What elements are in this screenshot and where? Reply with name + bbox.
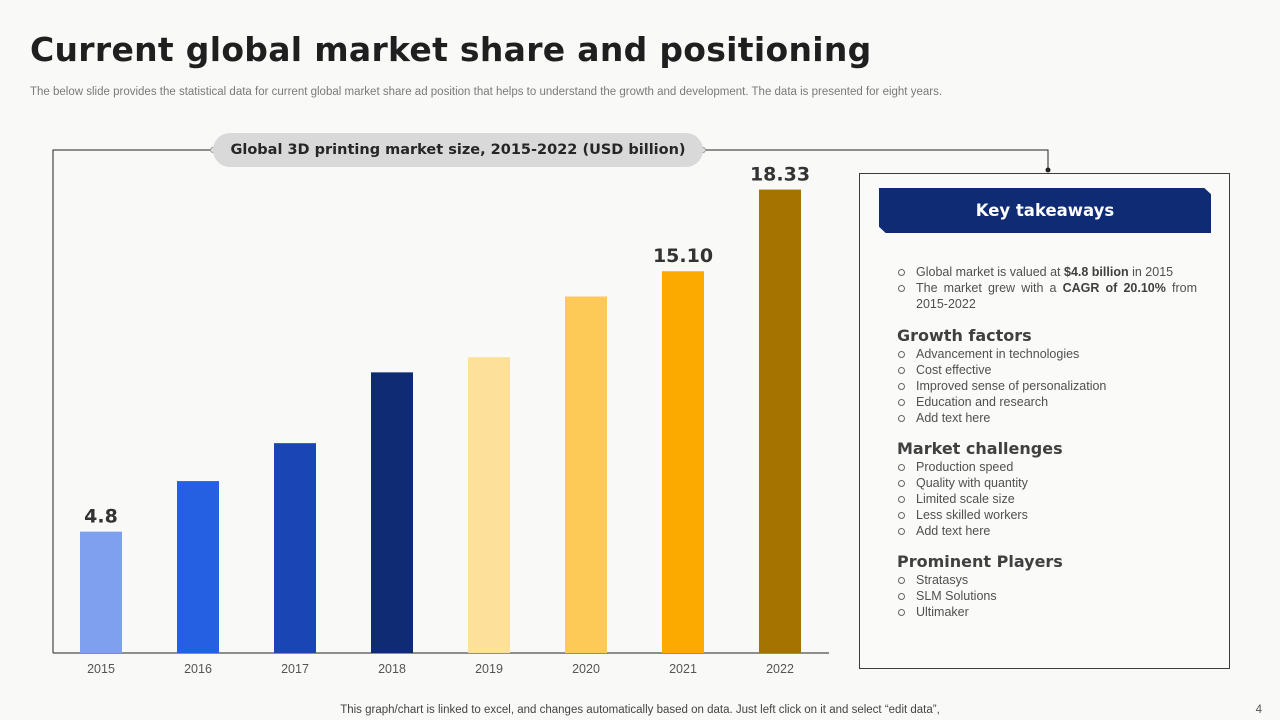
bar-2017 [274,443,316,653]
section-title: Prominent Players [897,552,1063,571]
x-tick-label: 2015 [87,662,115,676]
list-item: Limited scale size [897,491,1197,507]
bar-2020 [565,296,607,653]
section-title: Market challenges [897,439,1063,458]
list-item: Ultimaker [897,604,1197,620]
list-item: Improved sense of personalization [897,378,1197,394]
list-item: Education and research [897,394,1197,410]
x-tick-label: 2019 [475,662,503,676]
x-tick-label: 2021 [669,662,697,676]
chart-title: Global 3D printing market size, 2015-202… [213,133,703,167]
key-takeaways-header: Key takeaways [879,188,1211,233]
bar-2016 [177,481,219,653]
chart-data-labels: 4.8 15.10 18.33 [84,164,810,528]
list-item: Cost effective [897,362,1197,378]
bar-2018 [371,372,413,653]
bar-2019 [468,357,510,653]
page-number: 4 [1255,704,1262,716]
data-label: 18.33 [750,164,810,186]
intro-item: Global market is valued at $4.8 billion … [897,264,1197,280]
list-item: Advancement in technologies [897,346,1197,362]
connector-dot-panel [1045,167,1051,173]
bar-2022 [759,189,801,653]
section-list: Production speed Quality with quantity Lim… [897,459,1197,539]
list-item: Quality with quantity [897,475,1197,491]
chart-x-tick-labels: 2015 2016 2017 2018 2019 2020 2021 2022 [87,662,794,676]
x-tick-label: 2018 [378,662,406,676]
bar-2015 [80,531,122,653]
footer-note: This graph/chart is linked to excel, and… [340,704,940,716]
chart-left-frame-line [52,149,213,653]
list-item: Less skilled workers [897,507,1197,523]
list-item: Add text here [897,410,1197,426]
data-label: 4.8 [84,506,118,528]
x-tick-label: 2016 [184,662,212,676]
list-item: Production speed [897,459,1197,475]
key-takeaways-panel: Key takeaways Global market is valued at… [859,173,1230,669]
intro-item: The market grew with a CAGR of 20.10% fr… [897,280,1197,312]
section-list: Advancement in technologies Cost effectiv… [897,346,1197,426]
chart-bars [80,189,801,653]
x-tick-label: 2022 [766,662,794,676]
intro-list: Global market is valued at $4.8 billion … [897,264,1197,312]
slide-subtitle: The below slide provides the statistical… [30,86,943,98]
takeaway-sections: Growth factors Advancement in technologie… [897,326,1197,620]
connector-line [703,149,1049,170]
x-tick-label: 2017 [281,662,309,676]
slide-title: Current global market share and position… [30,30,872,69]
key-takeaways-body: Global market is valued at $4.8 billion … [897,264,1197,620]
section-title: Growth factors [897,326,1032,345]
list-item: SLM Solutions [897,588,1197,604]
section-list: Stratasys SLM Solutions Ultimaker [897,572,1197,620]
data-label: 15.10 [653,245,713,267]
bar-2021 [662,271,704,653]
list-item: Add text here [897,523,1197,539]
list-item: Stratasys [897,572,1197,588]
x-tick-label: 2020 [572,662,600,676]
